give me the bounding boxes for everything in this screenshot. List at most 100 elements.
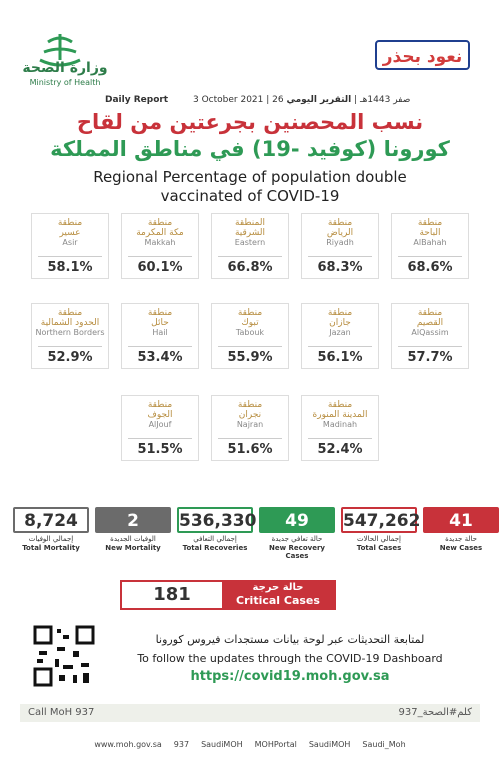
region-prefix: منطقة bbox=[147, 400, 173, 410]
region-name-ar: مكة المكرمة bbox=[136, 228, 184, 238]
report-en: Daily Report bbox=[105, 95, 169, 105]
stat-label-ar: حالة جديدة bbox=[445, 535, 477, 543]
title-en-1: Regional Percentage of population double bbox=[93, 168, 407, 186]
stat-label-ar: إجمالي التعافي bbox=[193, 535, 237, 543]
region-card: منطقة مكة المكرمة Makkah 60.1% bbox=[121, 213, 199, 279]
rule bbox=[398, 346, 462, 347]
region-prefix: منطقة bbox=[147, 218, 173, 228]
region-prefix: منطقة bbox=[327, 308, 353, 318]
region-card: منطقة حائل Hail 53.4% bbox=[121, 303, 199, 369]
region-name-en: Asir bbox=[62, 238, 78, 247]
region-name-en: Jazan bbox=[329, 328, 351, 337]
region-name-en: Najran bbox=[236, 420, 264, 429]
stat-label-ar: الوفيات الجديدة bbox=[110, 535, 156, 543]
footer-link[interactable]: SaudiMOH bbox=[201, 740, 243, 749]
region-prefix: منطقة bbox=[57, 308, 83, 318]
region-value: 60.1% bbox=[137, 260, 183, 275]
footer-link[interactable]: SaudiMOH bbox=[308, 740, 351, 749]
region-card: منطقة الجوف AlJouf 51.5% bbox=[121, 395, 199, 461]
region-value: 68.6% bbox=[407, 260, 453, 275]
region-card: منطقة نجران Najran 51.6% bbox=[211, 395, 289, 461]
title-en-2: vaccinated of COVID-19 bbox=[160, 187, 340, 205]
region-value: 57.7% bbox=[407, 350, 453, 365]
stat-label-en: Total Recoveries bbox=[182, 544, 248, 552]
ministry-en: Ministry of Health bbox=[29, 78, 101, 87]
rule bbox=[128, 438, 192, 439]
call: Call MoH 937 bbox=[28, 707, 95, 718]
region-name-en: Tabouk bbox=[235, 328, 265, 337]
region-card: منطقة عسير Asir 58.1% bbox=[31, 213, 109, 279]
region-name-ar: الحدود الشمالية bbox=[40, 318, 100, 328]
region-value: 52.9% bbox=[47, 350, 93, 365]
footer-bar: Call MoH 937 كلم#الصحة_937 bbox=[20, 704, 480, 722]
rule bbox=[308, 346, 372, 347]
region-prefix: المنطقة bbox=[235, 218, 265, 228]
rule bbox=[38, 256, 102, 257]
date-en: 3 October 2021 bbox=[193, 95, 264, 105]
dashboard-en: To follow the updates through the COVID-… bbox=[137, 652, 443, 665]
region-name-ar: تبوك bbox=[241, 318, 259, 328]
rule bbox=[218, 256, 282, 257]
rule bbox=[308, 256, 372, 257]
region-prefix: منطقة bbox=[147, 308, 173, 318]
critical-box: 181 حالة حرجة Critical Cases bbox=[120, 580, 336, 610]
region-name-en: Madinah bbox=[322, 420, 358, 429]
title-ar-2: كورونا (كوفيد -19) في مناطق المملكة bbox=[50, 137, 450, 161]
region-card: المنطقة الشرقية Eastern 66.8% bbox=[211, 213, 289, 279]
badge: نعود بحذر bbox=[375, 40, 470, 70]
rule bbox=[128, 256, 192, 257]
rule bbox=[218, 346, 282, 347]
stat-label-en: Total Mortality bbox=[22, 544, 80, 552]
region-card: منطقة الباحة AlBahah 68.6% bbox=[391, 213, 469, 279]
critical-label: حالة حرجة Critical Cases bbox=[222, 582, 334, 608]
region-name-ar: القصيم bbox=[416, 318, 444, 328]
footer-links: www.moh.gov.sa 937 SaudiMOH MOHPortal SaudiM… bbox=[0, 740, 500, 749]
region-name-ar: حائل bbox=[151, 318, 169, 328]
region-name-ar: الجوف bbox=[147, 410, 173, 420]
region-name-ar: الرياض bbox=[326, 228, 354, 238]
stat-label-ar: إجمالي الوفيات bbox=[28, 535, 74, 543]
qr-code bbox=[33, 625, 95, 687]
stat-label-ar: حالة تعافي جديدة bbox=[271, 535, 323, 543]
stat-label-en: New Recovery Cases bbox=[269, 544, 325, 560]
dashboard-url[interactable]: https://covid19.moh.gov.sa bbox=[190, 669, 390, 684]
region-prefix: منطقة bbox=[237, 400, 263, 410]
region-name-ar: المدينة المنورة bbox=[312, 410, 368, 420]
region-card: منطقة تبوك Tabouk 55.9% bbox=[211, 303, 289, 369]
region-prefix: منطقة bbox=[417, 308, 443, 318]
region-value: 51.5% bbox=[137, 442, 183, 457]
critical-value: 181 bbox=[153, 584, 191, 605]
logo-icon bbox=[39, 34, 81, 67]
region-value: 52.4% bbox=[317, 442, 363, 457]
rule bbox=[38, 346, 102, 347]
region-name-en: Hail bbox=[152, 328, 168, 337]
stat-label-en: Total Cases bbox=[356, 544, 402, 552]
stat-value: 8,724 bbox=[13, 507, 89, 533]
footer-link[interactable]: Saudi_Moh bbox=[362, 740, 406, 749]
footer-link[interactable]: www.moh.gov.sa bbox=[94, 740, 162, 749]
region-name-ar: الباحة bbox=[419, 228, 441, 238]
region-card: منطقة القصيم AlQassim 57.7% bbox=[391, 303, 469, 369]
region-name-en: Northern Borders bbox=[35, 328, 105, 337]
footer-link[interactable]: MOHPortal bbox=[254, 740, 297, 749]
ministry-ar: وزارة الصحة bbox=[22, 60, 108, 76]
critical-en: Critical Cases bbox=[236, 594, 320, 607]
region-value: 56.1% bbox=[317, 350, 363, 365]
region-prefix: منطقة bbox=[327, 218, 353, 228]
stat-value: 2 bbox=[95, 507, 171, 533]
date-hijri: 26 صفر 1443هـ bbox=[272, 95, 411, 105]
report-ar: التقرير اليومي bbox=[286, 95, 352, 105]
region-name-ar: جازان bbox=[329, 318, 351, 328]
region-value: 53.4% bbox=[137, 350, 183, 365]
dashboard-ar: لمتابعة التحديثات عبر لوحة بيانات مستجدا… bbox=[155, 633, 425, 646]
region-name-en: Makkah bbox=[144, 238, 176, 247]
rule bbox=[398, 256, 462, 257]
region-name-en: Eastern bbox=[234, 238, 266, 247]
stat-value: 547,262 bbox=[341, 507, 420, 533]
footer-link[interactable]: 937 bbox=[173, 740, 190, 749]
region-value: 51.6% bbox=[227, 442, 273, 457]
region-prefix: منطقة bbox=[57, 218, 83, 228]
region-name-en: AlQassim bbox=[411, 328, 449, 337]
region-name-ar: عسير bbox=[59, 228, 81, 238]
